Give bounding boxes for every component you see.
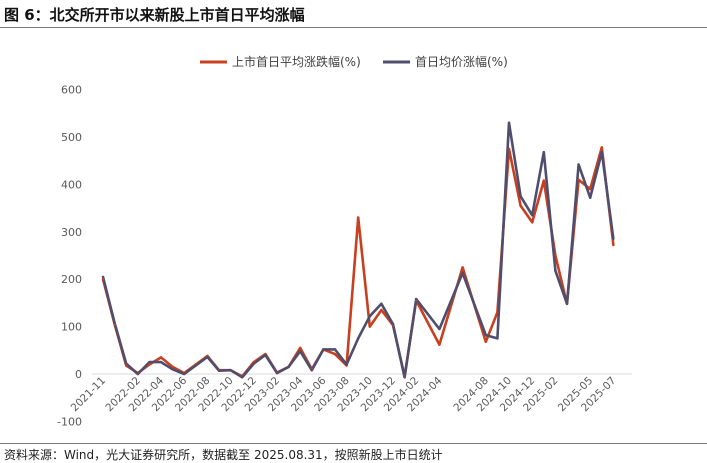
bottom-rule [0,443,707,444]
y-tick-labels: -100 0 100 200 300 400 500 600 [57,84,82,429]
series-1-point [368,325,371,328]
series-1-point [519,204,522,207]
source-note: 资料来源：Wind，光大证券研究所，数据截至 2025.08.31，按照新股上市… [4,448,443,462]
series-1-point [554,254,557,257]
series-2-point [507,121,511,125]
series-2-point [310,369,313,372]
series-2-point [612,237,615,241]
y-tick-label: 500 [61,131,82,144]
series-2-point [380,302,383,305]
y-tick-label: 600 [61,84,82,97]
series-2-point [565,302,569,305]
series-2-point [415,297,418,301]
y-tick-label: 300 [61,226,82,239]
series-1-point [577,178,580,181]
series-2-point [333,348,337,351]
series-1-point [299,346,302,350]
y-tick-label: 400 [61,178,82,191]
series-2-point [496,337,499,340]
series-1-point [101,278,105,281]
series-2-point [345,363,348,366]
series-1-point [461,266,464,269]
series-2-point [542,151,545,154]
series-2-point [484,333,487,337]
series-2-point [229,369,232,372]
series-2-point [600,151,603,154]
series-1-point [600,146,603,149]
series-2-point [148,360,151,364]
series-1-point [531,221,534,224]
series-2-point [391,323,395,326]
series-2-point [113,321,116,324]
series-2-point [136,372,139,376]
series-line-1 [101,146,615,378]
series-2-point [194,364,197,367]
series-1-point [507,147,511,151]
series-2-point [125,362,128,365]
y-tick-label: 100 [61,321,82,334]
series-1-point [148,363,151,366]
series-2-point [159,360,163,364]
series-2-point [252,362,255,365]
series-2-point [322,348,325,351]
series-2-point [101,275,105,278]
series-1-point [159,356,163,359]
series-2-point [438,327,441,331]
series-1-point [357,216,360,219]
series-2-point [577,163,580,166]
series-2-point [275,371,279,375]
legend: 上市首日平均涨跌幅(%) 首日均价涨幅(%) [200,54,508,69]
top-rule [0,27,707,28]
y-tick-label: 0 [75,368,82,381]
series-2-point [403,376,406,379]
series-2-point [183,372,186,376]
series-2-point [264,353,267,357]
series-2-point [554,269,557,272]
x-tick-labels: 2021-112022-022022-042022-062022-082022-… [69,374,619,414]
series-2-point [368,315,371,318]
series-1-point [438,343,441,346]
series-2-point [241,376,244,379]
series-1-point [612,243,615,247]
series-2-point [206,355,209,359]
y-tick-label: -100 [57,415,82,428]
series-1-point [333,352,337,356]
series-2-point [461,271,464,275]
series-2-point [519,195,522,198]
series-2-point [287,365,290,369]
series-1-point [496,311,499,314]
figure-title: 图 6：北交所开市以来新股上市首日平均涨幅 [4,6,305,24]
series-2-point [589,196,592,199]
series-1-point [171,365,174,369]
series-1-point [380,308,383,312]
y-tick-label: 200 [61,273,82,286]
series-2-point [171,368,174,371]
series-1-point [542,179,545,182]
series-2-point [299,350,302,353]
series-1-point [589,187,592,191]
series-2-point [357,337,360,340]
legend-label-series-2: 首日均价涨幅(%) [415,54,508,69]
series-2-point [531,214,534,217]
series-lines [101,121,615,379]
series-1-point [125,364,128,367]
series-line-2 [101,121,615,379]
series-2-point [217,369,221,372]
series-1-point [484,340,487,343]
legend-label-series-1: 上市首日平均涨跌幅(%) [232,54,361,69]
